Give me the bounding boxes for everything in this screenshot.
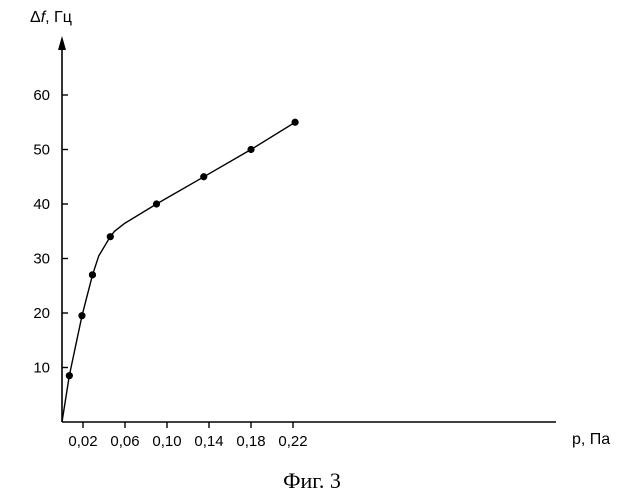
axes — [58, 36, 556, 422]
data-point — [153, 200, 160, 207]
data-point — [292, 119, 299, 126]
y-axis-label-unit: , Гц — [45, 9, 72, 26]
data-point — [66, 372, 73, 379]
data-point — [78, 312, 85, 319]
data-point — [107, 233, 114, 240]
y-tick-label: 50 — [33, 142, 50, 159]
y-tick-label: 20 — [33, 305, 50, 322]
y-axis-label-delta: Δ — [30, 9, 41, 26]
data-curve — [62, 122, 295, 422]
y-axis-arrow — [58, 36, 66, 50]
data-point — [200, 173, 207, 180]
x-tick-label: 0,06 — [110, 433, 139, 450]
x-tick-label: 0,22 — [278, 433, 307, 450]
x-tick-label: 0,18 — [236, 433, 265, 450]
x-tick-label: 0,10 — [152, 433, 181, 450]
data-point — [247, 146, 254, 153]
figure-caption: Фиг. 3 — [283, 468, 341, 493]
y-tick-label: 60 — [33, 87, 50, 104]
y-axis-label: Δf, Гц — [30, 9, 72, 26]
x-axis-label: p, Па — [572, 431, 610, 448]
y-tick-label: 30 — [33, 251, 50, 268]
data-point — [89, 271, 96, 278]
data-markers — [66, 119, 299, 380]
y-tick-label: 40 — [33, 196, 50, 213]
tick-labels: 0,02 0,06 0,10 0,14 0,18 0,22 10 20 30 40 50 60 — [33, 87, 307, 450]
y-tick-label: 10 — [33, 360, 50, 377]
x-tick-label: 0,14 — [194, 433, 223, 450]
x-tick-label: 0,02 — [68, 433, 97, 450]
